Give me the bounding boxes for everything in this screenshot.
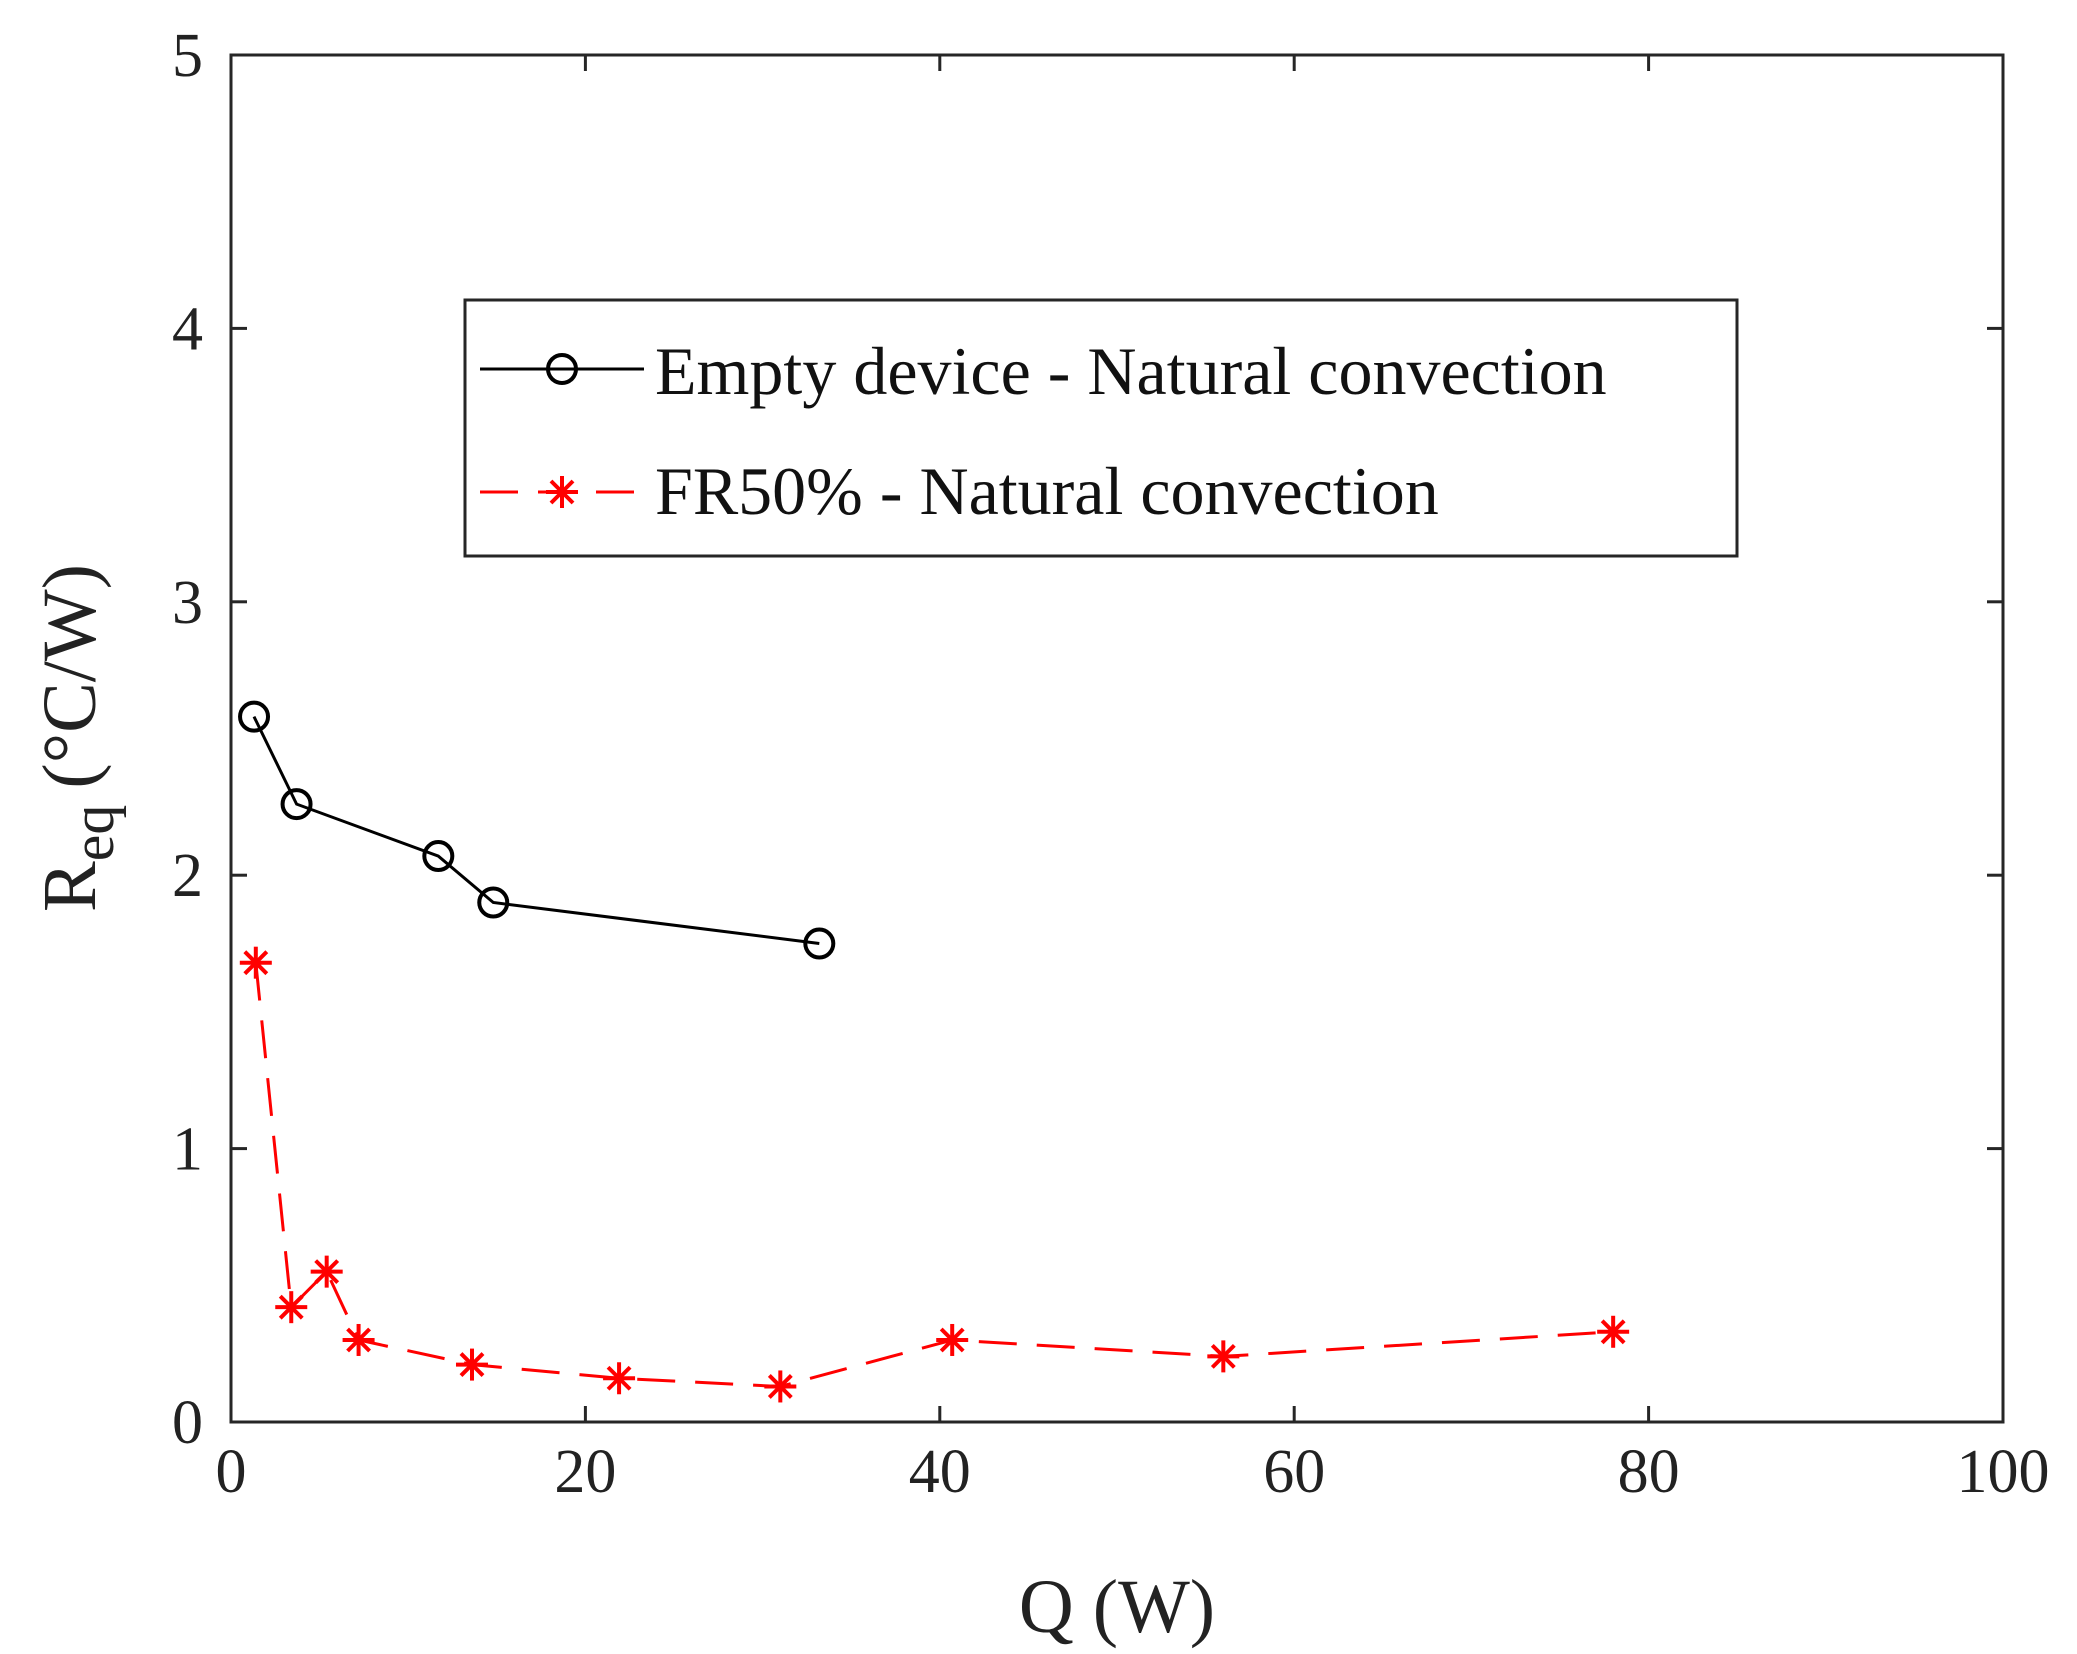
- data-point: [803, 927, 836, 960]
- data-point: [422, 840, 455, 873]
- y-tick-label: 3: [172, 569, 203, 637]
- data-point: [936, 1323, 969, 1356]
- legend-marker-circle: [546, 353, 578, 385]
- y-axis-label-main: R: [28, 861, 112, 912]
- y-tick-label: 2: [172, 842, 203, 910]
- plot-area: [229, 53, 2005, 1424]
- data-point: [764, 1370, 797, 1403]
- data-point: [239, 946, 272, 979]
- x-tick-label: 0: [216, 1438, 247, 1506]
- y-axis-label: Req (°C/W): [28, 564, 126, 912]
- series-line: [254, 962, 1614, 1389]
- data-point: [238, 700, 271, 733]
- legend-marker-asterisk: [546, 476, 578, 508]
- y-tick-label: 1: [172, 1116, 203, 1184]
- data-point: [1597, 1315, 1630, 1348]
- data-point: [477, 886, 510, 919]
- x-tick-label: 80: [1618, 1438, 1680, 1506]
- y-tick-label: 4: [172, 295, 203, 363]
- data-point: [455, 1348, 488, 1381]
- data-point: [342, 1323, 375, 1356]
- data-point: [310, 1255, 343, 1288]
- legend-box: [463, 298, 1739, 558]
- legend: Empty device - Natural convection FR50% …: [463, 298, 1739, 558]
- series-line: [252, 715, 820, 945]
- series-layer: [238, 700, 1630, 1403]
- x-tick-label: 60: [1263, 1438, 1325, 1506]
- x-tick-label: 100: [1957, 1438, 2050, 1506]
- x-tick-label: 20: [554, 1438, 616, 1506]
- y-axis-label-subscript: eq: [60, 805, 126, 862]
- data-point: [275, 1291, 308, 1324]
- data-point: [280, 788, 313, 821]
- data-point: [603, 1362, 636, 1395]
- series-0: [238, 700, 836, 960]
- series-1: [239, 946, 1630, 1403]
- axis-ticks: 0 20 40 60 80 100 0 1 2 3 4 5: [172, 22, 2050, 1506]
- y-tick-label: 5: [172, 22, 203, 90]
- x-tick-label: 40: [909, 1438, 971, 1506]
- data-point: [1207, 1340, 1240, 1373]
- legend-label-empty-device: Empty device - Natural convection: [655, 333, 1607, 409]
- x-axis-label: Q (W): [1019, 1565, 1215, 1649]
- y-tick-label: 0: [172, 1389, 203, 1457]
- y-axis-label-unit: (°C/W): [28, 564, 112, 789]
- legend-label-fr50: FR50% - Natural convection: [655, 453, 1439, 529]
